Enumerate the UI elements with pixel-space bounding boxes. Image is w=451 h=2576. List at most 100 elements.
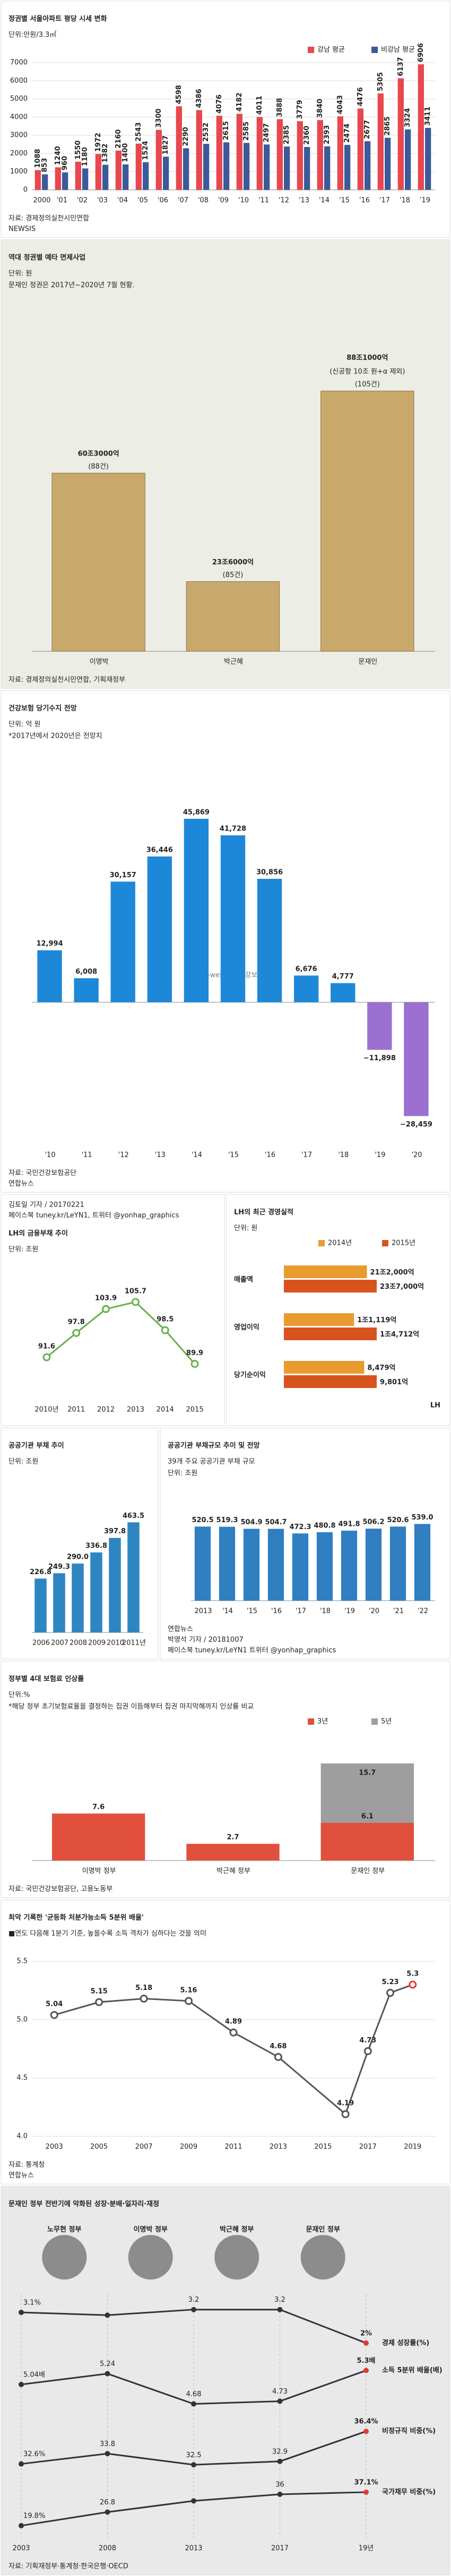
x-tick-label: '18 bbox=[338, 1151, 349, 1159]
bar bbox=[357, 108, 363, 190]
chart-title: 정권별 서울아파트 평당 시세 변화 bbox=[8, 15, 107, 23]
value-label: 9,801억 bbox=[380, 1378, 408, 1386]
point bbox=[191, 2307, 196, 2312]
bar bbox=[135, 143, 142, 190]
bar bbox=[55, 167, 61, 190]
x-tick-label: 이명박 정부 bbox=[82, 1867, 116, 1875]
value-label: 491.8 bbox=[338, 1521, 360, 1529]
x-tick-label: '09 bbox=[218, 197, 229, 205]
legend-label: 5년 bbox=[381, 1718, 392, 1726]
chart-title: 공공기관 부채 추이 bbox=[8, 1442, 64, 1450]
value-label: 21조2,000억 bbox=[370, 1269, 414, 1277]
series-label: 소득 5분위 배율(배) bbox=[382, 2366, 443, 2374]
x-tick-label: '12 bbox=[118, 1151, 129, 1159]
bar bbox=[292, 1533, 309, 1601]
bar bbox=[147, 856, 172, 1002]
point bbox=[363, 2489, 369, 2495]
x-tick-label: 19년 bbox=[359, 2545, 374, 2553]
value-label: 3888 bbox=[276, 98, 284, 117]
bar bbox=[53, 1573, 65, 1632]
value-label: 5.04배 bbox=[23, 2371, 45, 2379]
note: *2017년에서 2020년은 전망치 bbox=[8, 732, 102, 740]
x-tick-label: '13 bbox=[299, 197, 309, 205]
chart-title: 역대 정권별 예타 면제사업 bbox=[8, 254, 85, 262]
logo: LH bbox=[430, 1402, 440, 1410]
point bbox=[386, 1988, 395, 1997]
y-tick-label: 7000 bbox=[10, 59, 28, 67]
x-tick-label: 문재인 정부 bbox=[351, 1867, 385, 1875]
value-label: 2360 bbox=[303, 126, 311, 145]
value-label: 6.1 bbox=[361, 1812, 374, 1820]
bar bbox=[404, 1002, 429, 1116]
x-tick-label: 이명박 bbox=[90, 658, 109, 666]
bar bbox=[74, 978, 99, 1002]
bar bbox=[143, 162, 149, 190]
point bbox=[105, 2312, 110, 2318]
bar bbox=[256, 117, 263, 190]
value-label: 1827 bbox=[162, 135, 170, 154]
bar bbox=[236, 113, 242, 190]
y-tick-label: 2000 bbox=[10, 150, 28, 158]
value-label: 1조1,119억 bbox=[357, 1316, 396, 1324]
bar bbox=[425, 128, 431, 190]
value-label: 1조4,712억 bbox=[380, 1331, 419, 1339]
value-label: 1524 bbox=[142, 141, 150, 160]
value-label: 105.7 bbox=[125, 1287, 146, 1295]
portrait bbox=[128, 2235, 173, 2280]
credit: 페이스북 tuney.kr/LeYN1, 트위터 @yonhap_graphic… bbox=[8, 1212, 179, 1220]
bar bbox=[42, 174, 48, 190]
source: 연합뉴스 bbox=[168, 1626, 193, 1634]
bar bbox=[37, 950, 62, 1002]
footer_byline: 박영석 기자 / 20181007 bbox=[168, 1636, 244, 1644]
value-label: 504.7 bbox=[265, 1518, 287, 1526]
bar bbox=[115, 150, 122, 190]
bar bbox=[186, 581, 280, 652]
value-label: 6906 bbox=[417, 43, 425, 62]
bar bbox=[367, 1002, 392, 1050]
value-label: 2543 bbox=[135, 123, 143, 142]
point bbox=[363, 2047, 372, 2055]
chart-title: 최악 기록한 '균등화 처분가능소득 5분위 배율' bbox=[8, 1914, 144, 1922]
credit: 연합뉴스 bbox=[8, 1180, 34, 1188]
y-tick-label: 3000 bbox=[10, 132, 28, 139]
bar bbox=[52, 1813, 145, 1861]
value-label: 4.73 bbox=[272, 2388, 288, 2396]
value-label: 2677 bbox=[363, 120, 371, 139]
bar bbox=[264, 144, 270, 190]
point bbox=[277, 2491, 283, 2497]
x-tick-label: '04 bbox=[117, 197, 128, 205]
unit: 단위:만원/3.3㎡ bbox=[8, 31, 56, 39]
point bbox=[95, 1998, 103, 2006]
x-tick-label: '18 bbox=[400, 197, 410, 205]
bar bbox=[317, 120, 323, 190]
x-tick-label: '19 bbox=[344, 1608, 355, 1616]
value-label: 520.5 bbox=[192, 1516, 213, 1524]
y-tick-label: 5000 bbox=[10, 95, 28, 103]
x-tick-label: 2019 bbox=[404, 2143, 421, 2151]
x-tick-label: '16 bbox=[265, 1151, 275, 1159]
point bbox=[50, 2011, 58, 2019]
bar bbox=[183, 148, 189, 190]
value-label: 2385 bbox=[283, 125, 291, 144]
value-label: 853 bbox=[41, 158, 49, 172]
x-tick-label: '15 bbox=[228, 1151, 239, 1159]
point bbox=[131, 1298, 140, 1306]
point bbox=[191, 2401, 196, 2407]
x-tick-label: 2007 bbox=[51, 1639, 68, 1647]
x-tick-label: 2003 bbox=[46, 2143, 63, 2151]
x-tick-label: 2011 bbox=[224, 2143, 242, 2151]
value-label: 6,008 bbox=[75, 968, 97, 976]
bar bbox=[284, 1328, 377, 1340]
value-label: 2532 bbox=[202, 123, 210, 142]
value-label: 290.0 bbox=[67, 1553, 89, 1561]
value-label: 97.8 bbox=[68, 1318, 85, 1326]
value-label: 4076 bbox=[215, 94, 223, 113]
bar bbox=[186, 1844, 280, 1861]
value-label: 2290 bbox=[182, 127, 190, 146]
bar bbox=[294, 975, 319, 1002]
point bbox=[341, 2110, 350, 2118]
point bbox=[277, 2307, 283, 2312]
government-label: 문재인 정부 bbox=[306, 2225, 340, 2234]
unit: 단위: 조원 bbox=[8, 1246, 38, 1254]
